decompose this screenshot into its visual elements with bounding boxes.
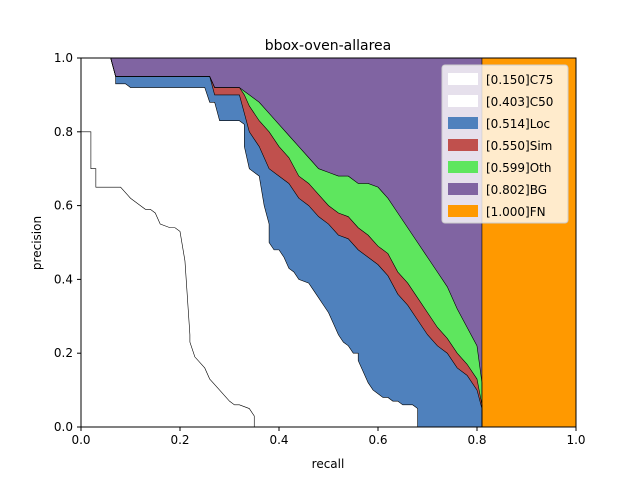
y-axis-label: precision	[30, 216, 44, 270]
outline--0-403-c50	[81, 57, 576, 428]
x-tick-label: 0.0	[71, 433, 90, 447]
legend-swatch	[448, 95, 478, 107]
y-tick-label: 0.8	[54, 125, 73, 139]
y-tick-label: 0.4	[54, 272, 73, 286]
legend-swatch	[448, 73, 478, 85]
legend-swatch	[448, 117, 478, 129]
x-tick-label: 0.8	[467, 433, 486, 447]
area--0-403-c50	[81, 58, 576, 427]
x-axis-label: recall	[312, 457, 345, 471]
tick-marks: 0.0 0.2 0.4 0.6 0.8 1.0 0.0 0.2 0.4 0.6 0.8 1.0	[54, 51, 586, 447]
legend-swatch	[448, 161, 478, 173]
legend-swatch	[448, 183, 478, 195]
y-tick-label: 0.0	[54, 420, 73, 434]
x-tick-label: 0.6	[368, 433, 387, 447]
area--0-150-c75	[81, 131, 576, 428]
x-tick-label: 1.0	[566, 433, 585, 447]
legend-label: [0.403]C50	[486, 95, 553, 109]
chart-title: bbox-oven-allarea	[265, 38, 391, 54]
legend-swatch	[448, 139, 478, 151]
axes-frame	[80, 57, 577, 428]
outline--0-599-oth	[81, 57, 576, 428]
legend: [0.150]C75 [0.403]C50 [0.514]Loc [0.550]Sim…	[441, 64, 569, 224]
legend-swatch	[448, 205, 478, 217]
legend-label: [1.000]FN	[486, 205, 546, 219]
x-tick-label: 0.4	[269, 433, 288, 447]
legend-label: [0.550]Sim	[486, 139, 552, 153]
legend-label: [0.599]Oth	[486, 161, 551, 175]
outline--0-150-c75	[81, 131, 576, 428]
y-tick-label: 0.6	[54, 199, 73, 213]
y-tick-label: 0.2	[54, 346, 73, 360]
y-tick-label: 1.0	[54, 51, 73, 65]
outline--0-514-loc	[81, 57, 576, 428]
legend-label: [0.802]BG	[486, 183, 547, 197]
legend-label: [0.150]C75	[486, 73, 553, 87]
axes	[80, 57, 577, 428]
x-tick-label: 0.2	[170, 433, 189, 447]
legend-label: [0.514]Loc	[486, 117, 550, 131]
